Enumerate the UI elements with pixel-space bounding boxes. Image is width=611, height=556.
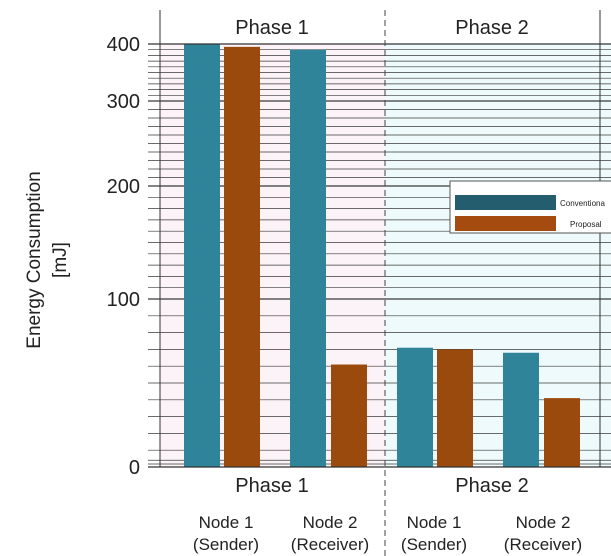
y-tick-label-100: 100 — [107, 289, 140, 311]
legend: Conventiona Proposal — [449, 180, 611, 234]
phase-1-bottom-header: Phase 1 — [235, 475, 308, 497]
bar-proposal-group-2 — [331, 364, 367, 467]
bar-proposal-group-4 — [544, 398, 580, 467]
y-tick-label-200: 200 — [107, 176, 140, 198]
phase-1-top-header: Phase 1 — [235, 17, 308, 39]
group-3-node-label: Node 1 — [407, 513, 462, 532]
y-axis-label-line-1: Energy Consumption — [24, 171, 45, 348]
group-3-role-label: (Sender) — [401, 535, 467, 554]
bar-conventional-group-2 — [290, 49, 326, 467]
phase-2-bottom-header: Phase 2 — [455, 475, 528, 497]
phase-2-top-header: Phase 2 — [455, 17, 528, 39]
legend-swatch-proposal — [455, 216, 556, 231]
group-4-role-label: (Receiver) — [504, 535, 582, 554]
bars — [184, 44, 580, 467]
group-2-node-label: Node 2 — [303, 513, 358, 532]
bar-proposal-group-1 — [224, 46, 260, 467]
plot-frame — [148, 10, 611, 556]
group-1-node-label: Node 1 — [199, 513, 254, 532]
y-tick-label-300: 300 — [107, 91, 140, 113]
y-tick-label-0: 0 — [129, 457, 140, 479]
legend-label-proposal: Proposal — [570, 220, 602, 229]
group-1-role-label: (Sender) — [193, 535, 259, 554]
bar-proposal-group-3 — [437, 349, 473, 467]
bar-conventional-group-4 — [503, 352, 539, 467]
y-ticks: 0 100 200 300 400 — [107, 34, 140, 479]
legend-label-conventional: Conventiona — [560, 199, 605, 208]
group-2-role-label: (Receiver) — [291, 535, 369, 554]
y-tick-label-400: 400 — [107, 34, 140, 56]
group-4-node-label: Node 2 — [516, 513, 571, 532]
y-axis-label-line-2: [mJ] — [50, 242, 71, 278]
legend-swatch-conventional — [455, 195, 556, 210]
bar-conventional-group-1 — [184, 44, 220, 467]
bar-conventional-group-3 — [397, 347, 433, 467]
